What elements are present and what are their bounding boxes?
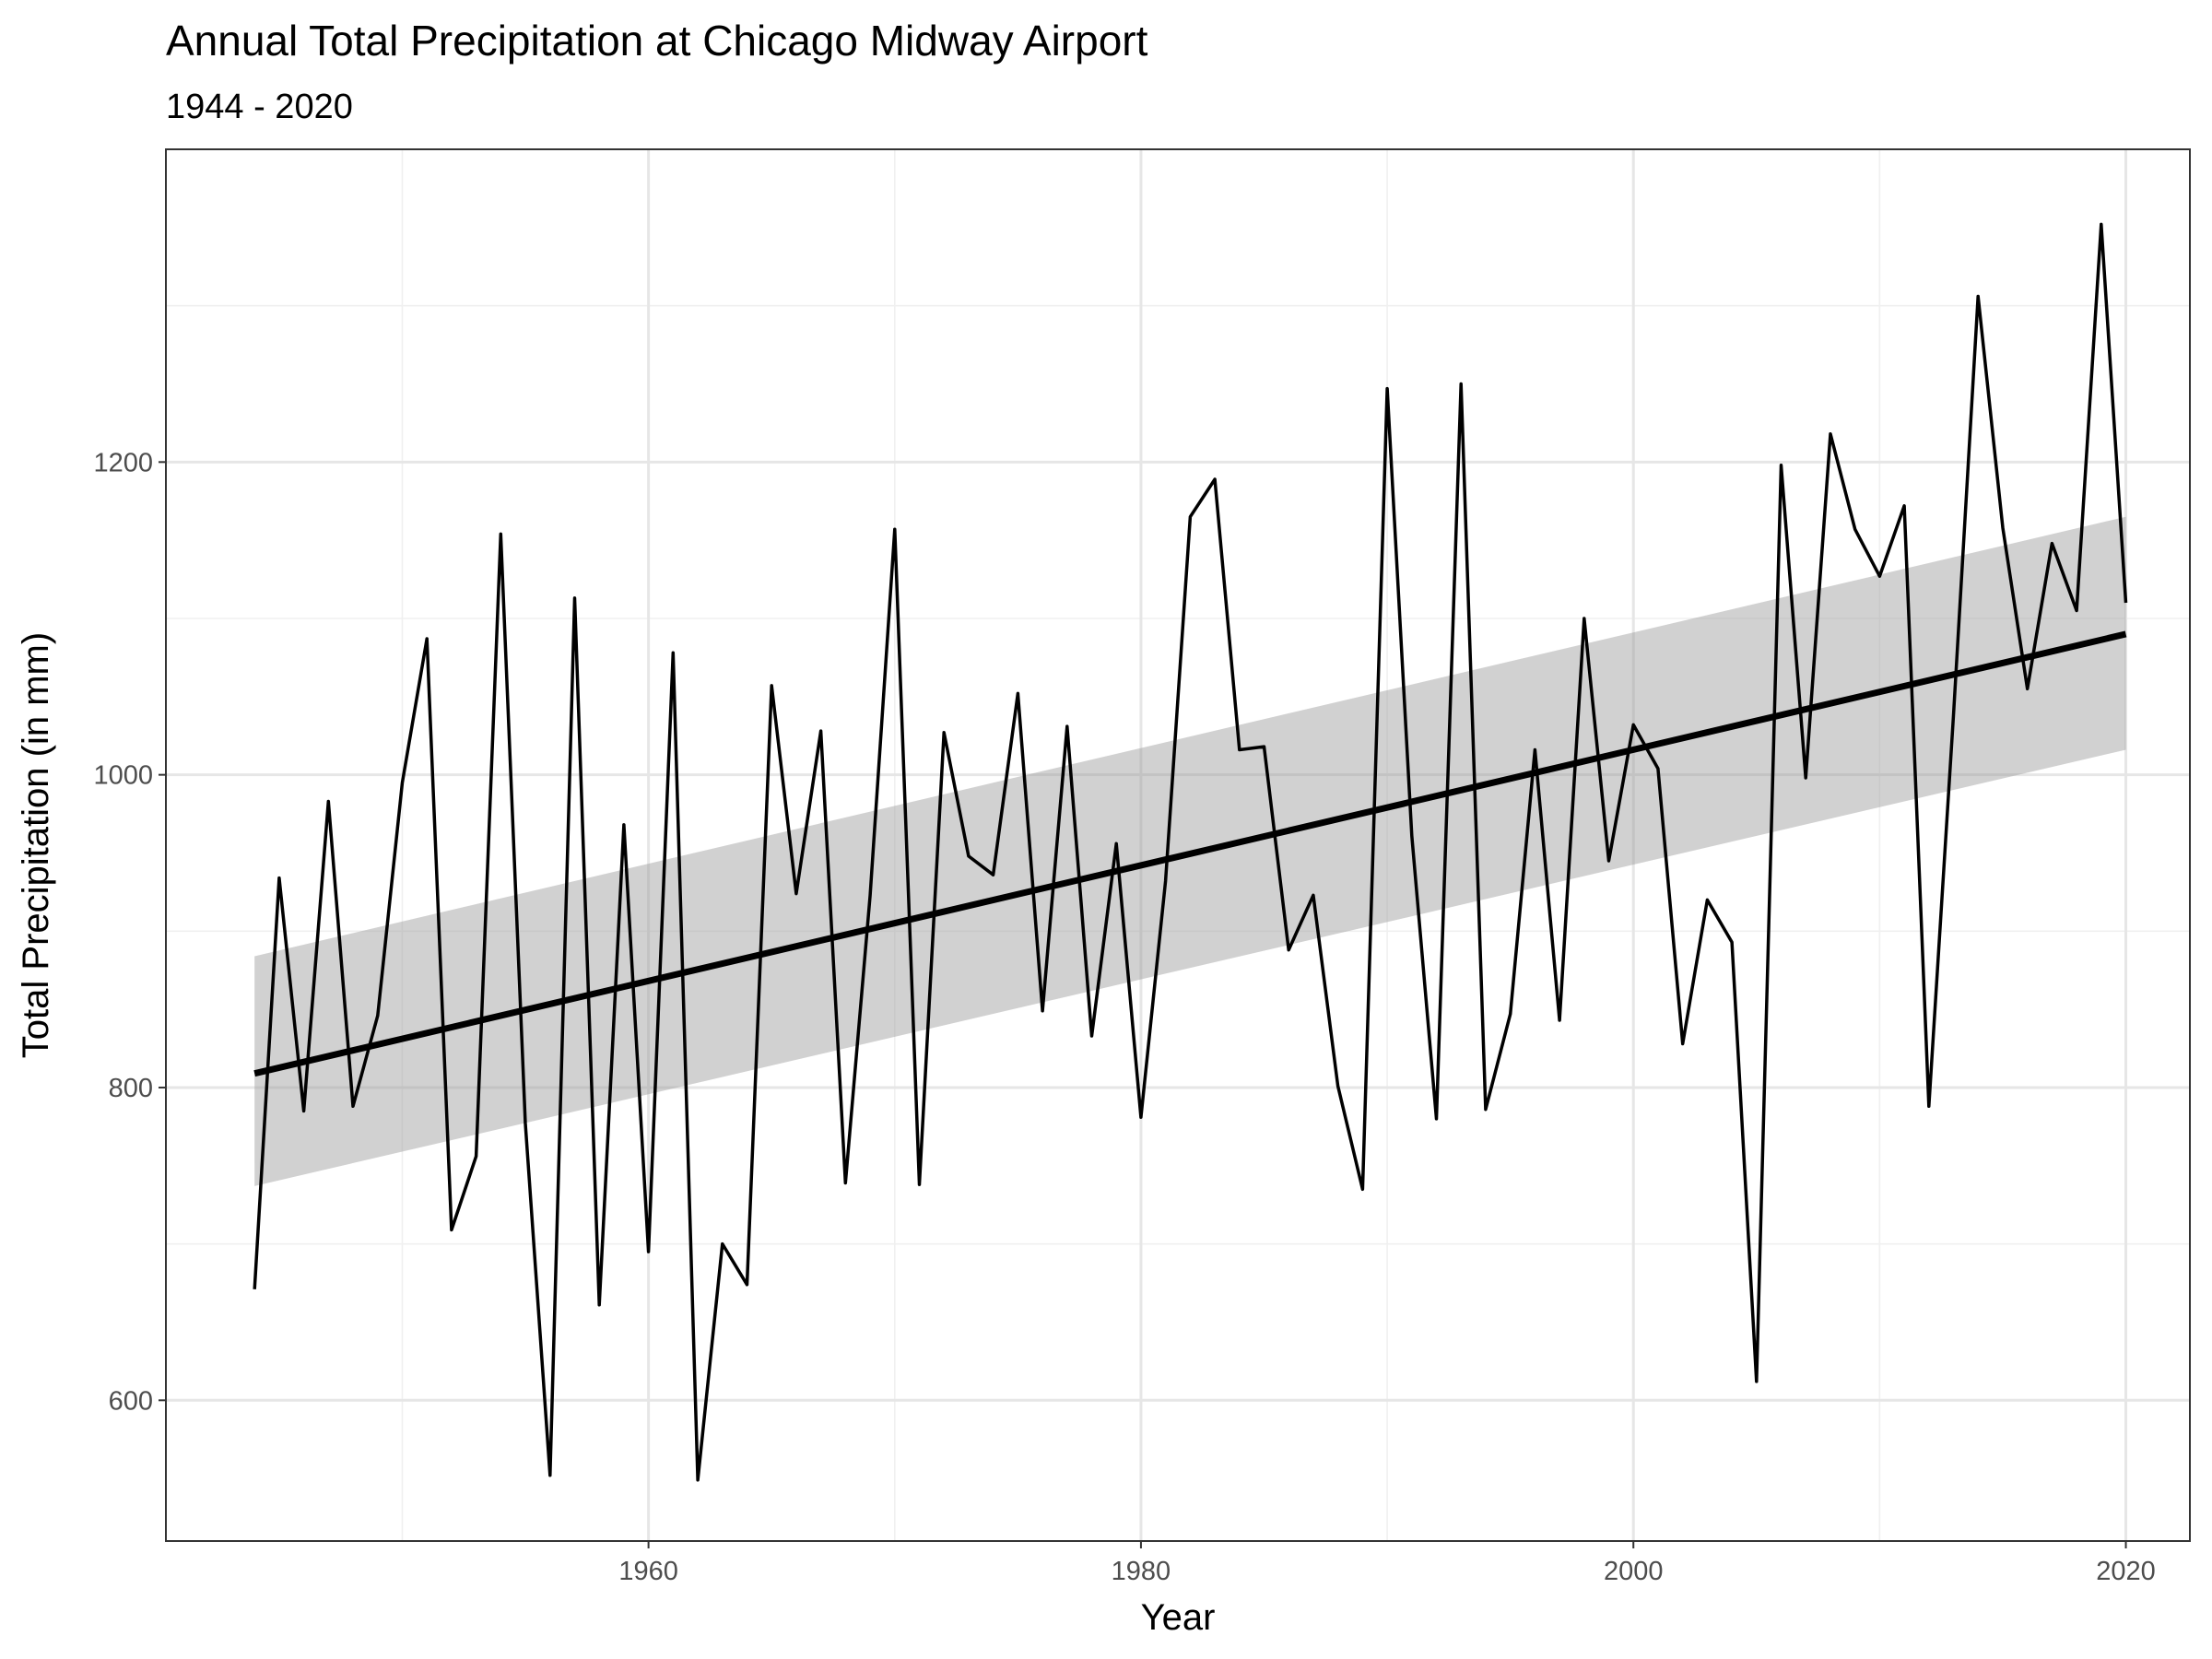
precipitation-series-line	[253, 222, 2128, 1482]
x-tick-label: 2020	[2096, 1557, 2156, 1586]
chart-title: Annual Total Precipitation at Chicago Mi…	[166, 17, 1148, 65]
plot-panel-border	[165, 148, 2191, 1542]
trend-layer	[253, 630, 2127, 1077]
x-tick-label: 1980	[1112, 1557, 1171, 1586]
trend-line	[253, 630, 2127, 1077]
x-axis-ticks: 1960 1980 2000 2020	[618, 1541, 2156, 1586]
x-tick-label: 1960	[618, 1557, 678, 1586]
y-tick-label: 1000	[93, 761, 153, 791]
grid	[166, 149, 2190, 1541]
chart-subtitle: 1944 - 2020	[166, 88, 353, 126]
y-tick-label: 1200	[93, 448, 153, 477]
x-axis-title: Year	[1141, 1597, 1216, 1638]
y-tick-label: 800	[109, 1074, 153, 1103]
y-axis-title: Total Precipitation (in mm)	[16, 632, 56, 1058]
y-tick-label: 600	[109, 1386, 153, 1416]
y-axis-ticks: 600 800 1000 1200	[93, 448, 166, 1416]
series-layer	[253, 222, 2128, 1482]
x-tick-label: 2000	[1604, 1557, 1664, 1586]
